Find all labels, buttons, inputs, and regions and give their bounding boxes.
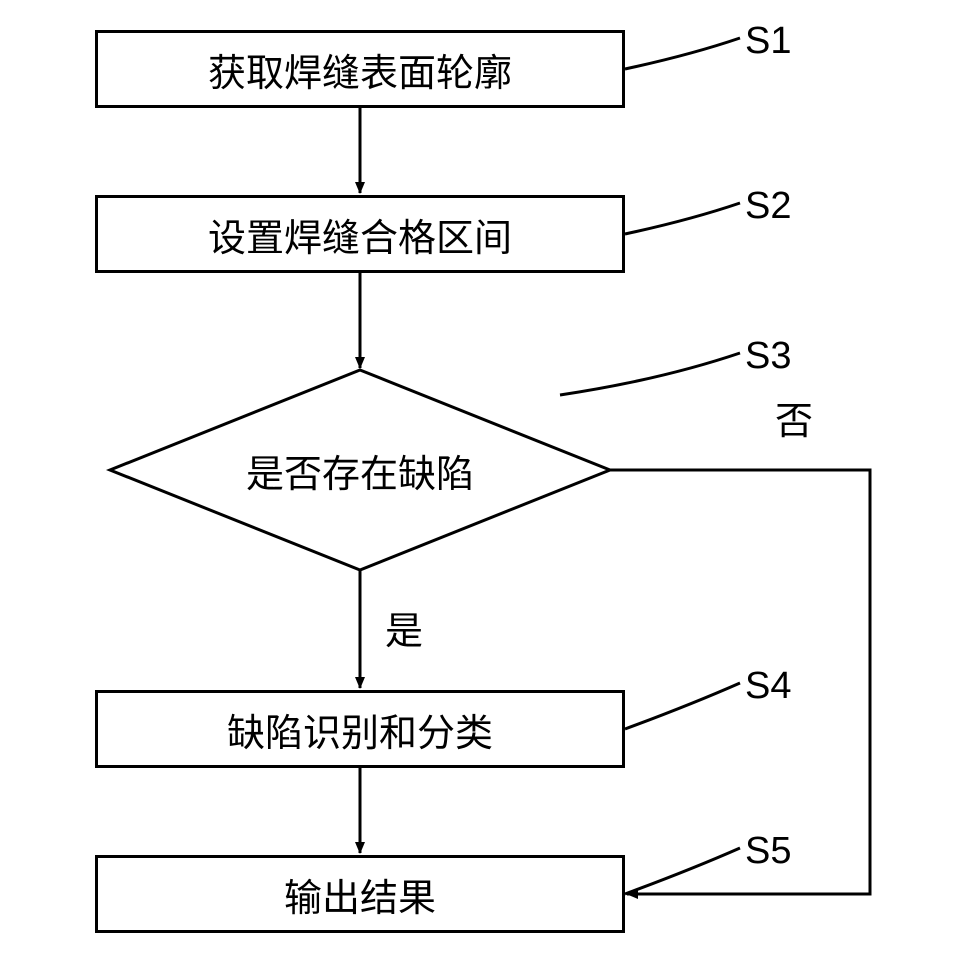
node-s4: 缺陷识别和分类 [95, 690, 625, 768]
node-s5: 输出结果 [95, 855, 625, 933]
step-label-s2: S2 [745, 185, 791, 228]
branch-no-label: 否 [775, 390, 813, 445]
node-s3: 是否存在缺陷 [110, 430, 610, 510]
step-label-s5: S5 [745, 830, 791, 873]
node-s4-label: 缺陷识别和分类 [227, 702, 493, 757]
leader-s3 [560, 353, 740, 395]
step-label-s3: S3 [745, 335, 791, 378]
leader-s5 [625, 848, 740, 894]
node-s2: 设置焊缝合格区间 [95, 195, 625, 273]
branch-yes-label: 是 [385, 600, 423, 655]
node-s3-label: 是否存在缺陷 [246, 443, 474, 498]
step-label-s4: S4 [745, 665, 791, 708]
node-s3-shape [0, 0, 953, 962]
leader-s1 [625, 38, 740, 69]
flowchart-canvas: 获取焊缝表面轮廓 设置焊缝合格区间 是否存在缺陷 缺陷识别和分类 输出结果 [0, 0, 953, 962]
node-s1: 获取焊缝表面轮廓 [95, 30, 625, 108]
node-s2-label: 设置焊缝合格区间 [208, 207, 512, 262]
node-s1-label: 获取焊缝表面轮廓 [208, 42, 512, 97]
step-label-s1: S1 [745, 20, 791, 63]
connectors [0, 0, 953, 962]
leader-s4 [625, 683, 740, 729]
edge-s3-no-s5 [610, 470, 870, 894]
node-s5-label: 输出结果 [284, 867, 436, 922]
leader-s2 [625, 203, 740, 234]
